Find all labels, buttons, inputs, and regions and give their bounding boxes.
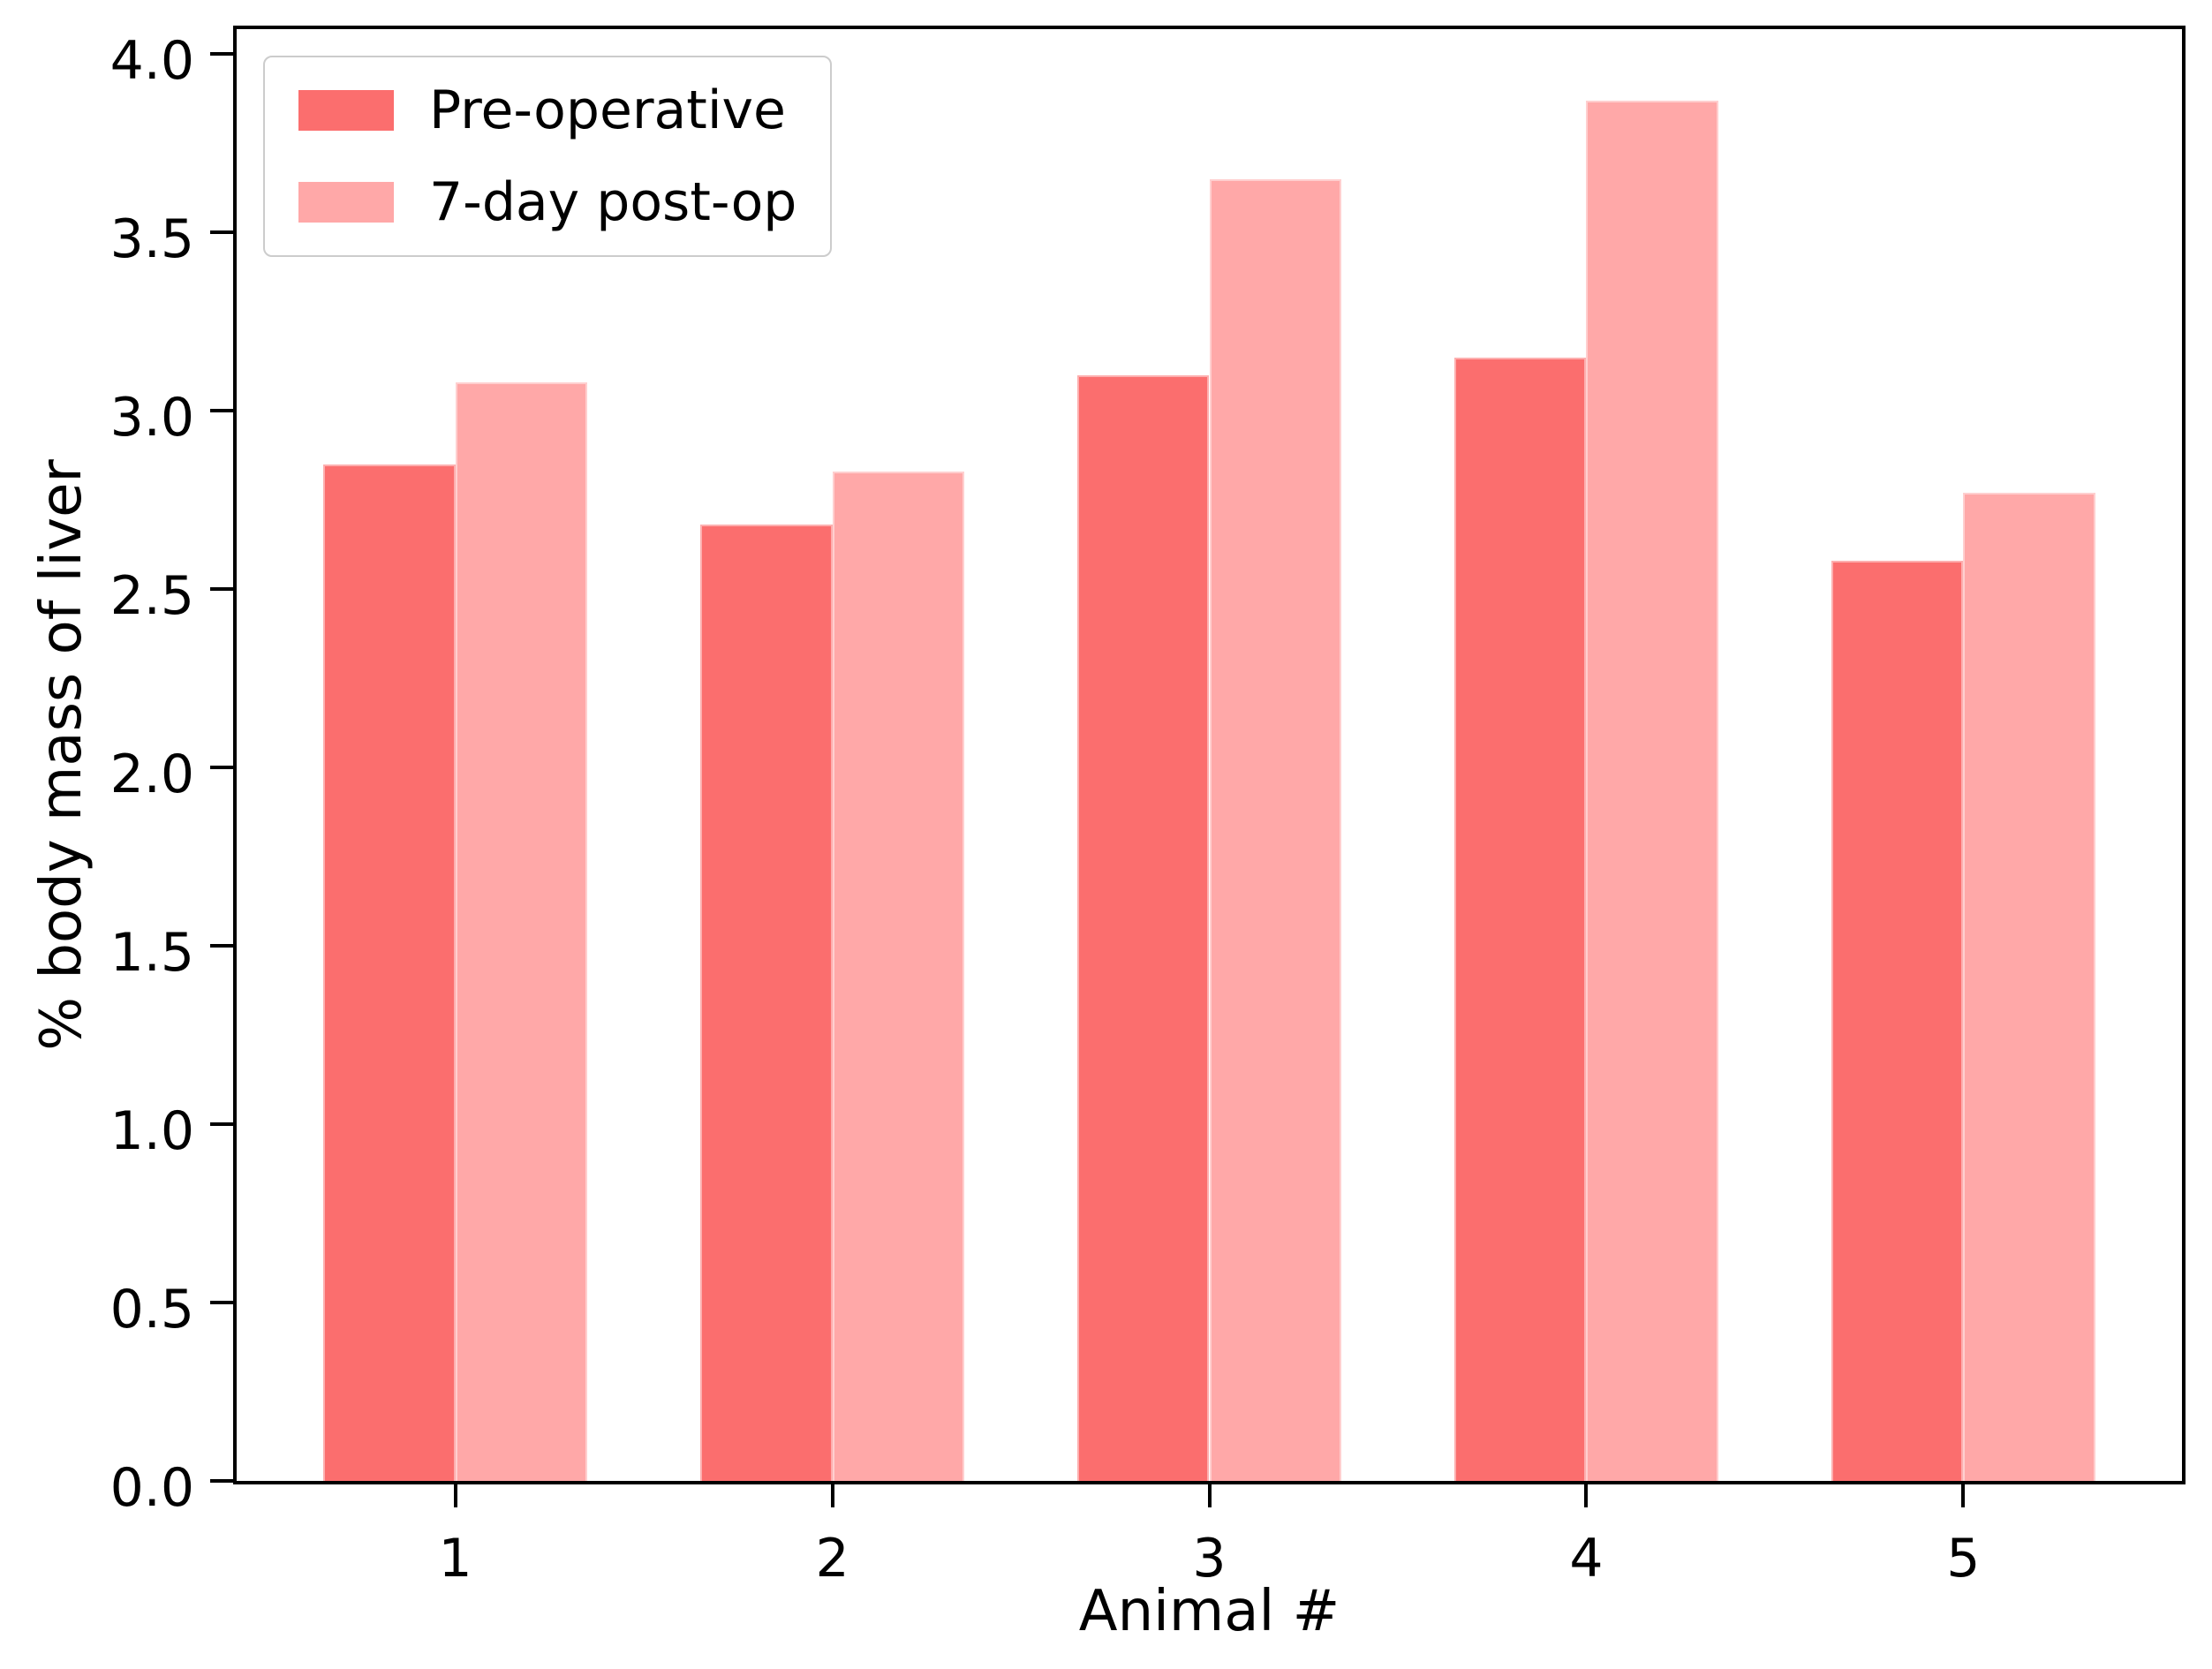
bar-pre-operative-1	[323, 464, 456, 1481]
x-tick-label-2: 2	[815, 1528, 849, 1590]
y-tick-mark-3.0	[210, 409, 233, 413]
y-tick-mark-2.0	[210, 766, 233, 770]
y-tick-mark-4.0	[210, 52, 233, 57]
y-tick-label-2.0: 2.0	[109, 744, 194, 806]
legend-label-pre-operative: Pre-operative	[429, 79, 786, 141]
bar-7-day-post-op-2	[832, 471, 964, 1481]
x-tick-label-1: 1	[438, 1528, 472, 1590]
y-tick-label-0.5: 0.5	[109, 1279, 194, 1341]
y-tick-mark-2.5	[210, 587, 233, 592]
x-axis-label: Animal #	[1078, 1579, 1340, 1644]
y-tick-mark-0.0	[210, 1479, 233, 1483]
bar-7-day-post-op-4	[1586, 100, 1718, 1481]
y-tick-mark-3.5	[210, 230, 233, 235]
x-tick-label-3: 3	[1192, 1528, 1227, 1590]
y-tick-mark-0.5	[210, 1301, 233, 1305]
x-axis-label-wrap: Animal #	[237, 1579, 2182, 1644]
bar-7-day-post-op-3	[1209, 178, 1341, 1481]
y-tick-mark-1.0	[210, 1122, 233, 1127]
x-tick-mark-2	[830, 1484, 834, 1507]
plot-area: Pre-operative 7-day post-op	[233, 26, 2186, 1484]
x-tick-label-5: 5	[1946, 1528, 1981, 1590]
x-tick-mark-4	[1584, 1484, 1589, 1507]
bar-pre-operative-5	[1831, 560, 1964, 1481]
y-tick-label-1.5: 1.5	[109, 922, 194, 985]
legend-row-7-day-post-op: 7-day post-op	[298, 176, 796, 229]
x-tick-label-4: 4	[1569, 1528, 1604, 1590]
bar-pre-operative-3	[1077, 374, 1210, 1481]
y-tick-label-1.0: 1.0	[109, 1100, 194, 1163]
x-tick-mark-5	[1961, 1484, 1966, 1507]
y-axis-label: % body mass of liver	[29, 459, 94, 1051]
bar-pre-operative-4	[1454, 357, 1587, 1481]
y-tick-label-2.5: 2.5	[109, 565, 194, 628]
legend-row-pre-operative: Pre-operative	[298, 84, 796, 137]
x-tick-mark-3	[1207, 1484, 1212, 1507]
bar-7-day-post-op-1	[455, 381, 588, 1481]
legend-swatch-7-day-post-op	[298, 182, 394, 223]
y-tick-label-4.0: 4.0	[109, 30, 194, 93]
legend: Pre-operative 7-day post-op	[263, 56, 833, 257]
x-tick-mark-1	[453, 1484, 457, 1507]
bar-7-day-post-op-5	[1963, 493, 2095, 1481]
legend-swatch-pre-operative	[298, 90, 394, 131]
y-tick-label-0.0: 0.0	[109, 1457, 194, 1519]
bar-pre-operative-2	[700, 525, 833, 1481]
legend-label-7-day-post-op: 7-day post-op	[429, 171, 797, 233]
y-tick-mark-1.5	[210, 944, 233, 948]
y-tick-label-3.0: 3.0	[109, 387, 194, 449]
y-axis-label-wrap: % body mass of liver	[9, 29, 115, 1481]
y-tick-label-3.5: 3.5	[109, 208, 194, 271]
